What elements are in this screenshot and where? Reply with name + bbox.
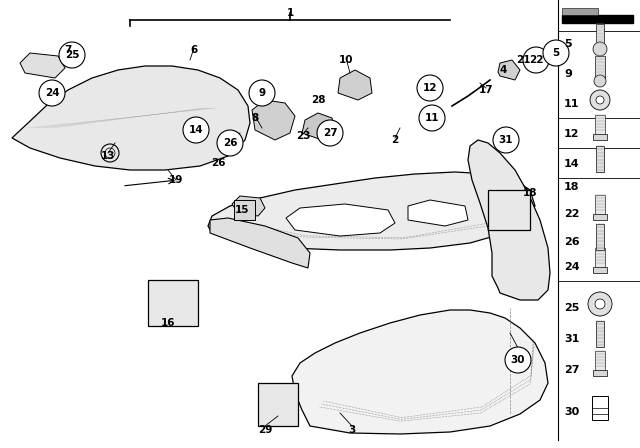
Polygon shape	[258, 383, 298, 426]
Polygon shape	[593, 370, 607, 376]
Text: 27: 27	[323, 128, 337, 138]
Polygon shape	[562, 15, 633, 23]
Text: 10: 10	[339, 55, 353, 65]
Circle shape	[317, 120, 343, 146]
Circle shape	[505, 347, 531, 373]
Text: 9: 9	[259, 88, 266, 98]
Text: 4: 4	[499, 65, 507, 75]
Text: 11: 11	[425, 113, 439, 123]
Text: 25: 25	[564, 303, 579, 313]
Circle shape	[594, 75, 606, 87]
Text: 3: 3	[348, 425, 356, 435]
Circle shape	[217, 130, 243, 156]
Polygon shape	[12, 66, 250, 170]
Text: 22: 22	[529, 55, 543, 65]
Polygon shape	[596, 321, 604, 347]
Polygon shape	[596, 24, 604, 46]
Polygon shape	[595, 56, 605, 78]
Circle shape	[493, 127, 519, 153]
Circle shape	[588, 292, 612, 316]
Polygon shape	[338, 70, 372, 100]
Text: 2: 2	[392, 135, 399, 145]
Text: 23: 23	[296, 131, 310, 141]
Circle shape	[593, 42, 607, 56]
Polygon shape	[20, 53, 65, 78]
Polygon shape	[234, 200, 255, 220]
Text: 18: 18	[523, 188, 537, 198]
Polygon shape	[292, 310, 548, 434]
Polygon shape	[595, 248, 605, 267]
Text: 29: 29	[258, 425, 272, 435]
Polygon shape	[595, 115, 605, 134]
Text: 24: 24	[45, 88, 60, 98]
Polygon shape	[593, 267, 607, 273]
Text: 30: 30	[511, 355, 525, 365]
Circle shape	[419, 105, 445, 131]
Circle shape	[523, 47, 549, 73]
Text: 19: 19	[169, 175, 183, 185]
Circle shape	[39, 80, 65, 106]
Circle shape	[543, 40, 569, 66]
Polygon shape	[595, 195, 605, 214]
Text: 16: 16	[161, 318, 175, 328]
Polygon shape	[468, 140, 550, 300]
Text: 31: 31	[564, 334, 579, 344]
Polygon shape	[562, 8, 598, 15]
Polygon shape	[596, 146, 604, 172]
Text: 00123118: 00123118	[576, 0, 616, 1]
Bar	[592, 396, 608, 420]
Circle shape	[590, 90, 610, 110]
Text: 26: 26	[223, 138, 237, 148]
Text: 31: 31	[499, 135, 513, 145]
Text: 7: 7	[64, 45, 72, 55]
Text: 26: 26	[211, 158, 225, 168]
Polygon shape	[252, 100, 295, 140]
Text: 22: 22	[564, 209, 579, 219]
Circle shape	[183, 117, 209, 143]
Text: 9: 9	[564, 69, 572, 79]
Text: 21: 21	[516, 55, 531, 65]
Polygon shape	[498, 60, 520, 80]
Text: 14: 14	[564, 159, 580, 169]
Text: 27: 27	[564, 365, 579, 375]
Polygon shape	[595, 351, 605, 370]
Polygon shape	[593, 134, 607, 140]
Circle shape	[249, 80, 275, 106]
Text: 1: 1	[286, 8, 294, 18]
Circle shape	[417, 75, 443, 101]
Text: 8: 8	[252, 113, 259, 123]
Text: 28: 28	[311, 95, 325, 105]
Polygon shape	[596, 224, 604, 250]
Circle shape	[595, 299, 605, 309]
Polygon shape	[232, 196, 265, 216]
Text: 18: 18	[564, 182, 579, 192]
Text: 11: 11	[564, 99, 579, 109]
Polygon shape	[302, 113, 335, 140]
Text: 12: 12	[564, 129, 579, 139]
Text: 13: 13	[100, 151, 115, 161]
Polygon shape	[210, 218, 310, 268]
Circle shape	[59, 42, 85, 68]
Text: 25: 25	[65, 50, 79, 60]
Polygon shape	[488, 190, 530, 230]
Polygon shape	[286, 204, 395, 236]
Text: 6: 6	[190, 45, 198, 55]
Text: 17: 17	[479, 85, 493, 95]
Text: 15: 15	[235, 205, 249, 215]
Text: 24: 24	[564, 262, 580, 272]
Polygon shape	[208, 172, 535, 250]
Polygon shape	[148, 280, 198, 326]
Circle shape	[596, 96, 604, 104]
Text: 12: 12	[423, 83, 437, 93]
Polygon shape	[408, 200, 468, 226]
Text: 30: 30	[564, 407, 579, 417]
Text: 26: 26	[564, 237, 580, 247]
Text: 5: 5	[564, 39, 572, 49]
Text: 5: 5	[552, 48, 559, 58]
Polygon shape	[593, 214, 607, 220]
Text: 14: 14	[189, 125, 204, 135]
